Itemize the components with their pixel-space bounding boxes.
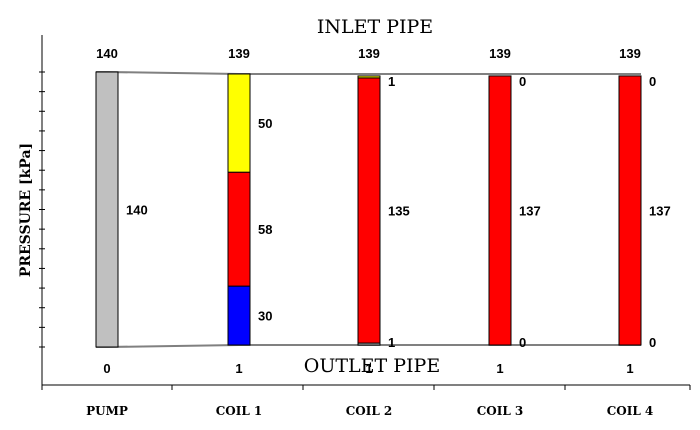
data-label: 140 bbox=[126, 203, 148, 218]
data-label: 137 bbox=[649, 203, 671, 218]
outlet-pressure-label: 1 bbox=[626, 361, 633, 376]
data-label: 1 bbox=[388, 335, 395, 350]
bar-segment bbox=[227, 73, 251, 173]
x-tick-label: COIL 3 bbox=[477, 404, 524, 418]
inlet-pressure-label: 139 bbox=[358, 46, 380, 61]
bar-segment bbox=[227, 285, 251, 346]
bar-segment bbox=[618, 75, 642, 346]
data-label: 0 bbox=[519, 335, 526, 350]
outlet-pressure-label: 1 bbox=[496, 361, 503, 376]
data-label: 0 bbox=[649, 74, 656, 89]
inlet-pressure-label: 139 bbox=[489, 46, 511, 61]
bar-segment bbox=[357, 75, 381, 79]
y-axis-label: PRESSURE [kPa] bbox=[18, 143, 34, 277]
bar-segment bbox=[488, 75, 512, 346]
outlet-pressure-label: 1 bbox=[365, 361, 372, 376]
inlet-pipe-label: INLET PIPE bbox=[317, 16, 433, 38]
data-label: 0 bbox=[649, 335, 656, 350]
data-label: 58 bbox=[258, 222, 272, 237]
data-label: 50 bbox=[258, 116, 272, 131]
data-label: 0 bbox=[519, 74, 526, 89]
data-label: 137 bbox=[519, 203, 541, 218]
bar-segment bbox=[227, 171, 251, 287]
x-tick-label: PUMP bbox=[86, 404, 128, 418]
inlet-pressure-label: 139 bbox=[619, 46, 641, 61]
bar-segment bbox=[357, 77, 381, 344]
inlet-pipe-line bbox=[96, 71, 641, 75]
data-label: 135 bbox=[388, 203, 410, 218]
outlet-pressure-label: 0 bbox=[103, 361, 110, 376]
outlet-pipe-label: OUTLET PIPE bbox=[304, 355, 440, 377]
inlet-pressure-label: 140 bbox=[96, 46, 118, 61]
data-label: 30 bbox=[258, 309, 272, 324]
x-tick-label: COIL 2 bbox=[346, 404, 393, 418]
x-tick-label: COIL 1 bbox=[216, 404, 263, 418]
x-tick-label: COIL 4 bbox=[607, 404, 654, 418]
data-label: 1 bbox=[388, 74, 395, 89]
inlet-pressure-label: 139 bbox=[228, 46, 250, 61]
bar-segment bbox=[95, 71, 119, 348]
outlet-pressure-label: 1 bbox=[235, 361, 242, 376]
